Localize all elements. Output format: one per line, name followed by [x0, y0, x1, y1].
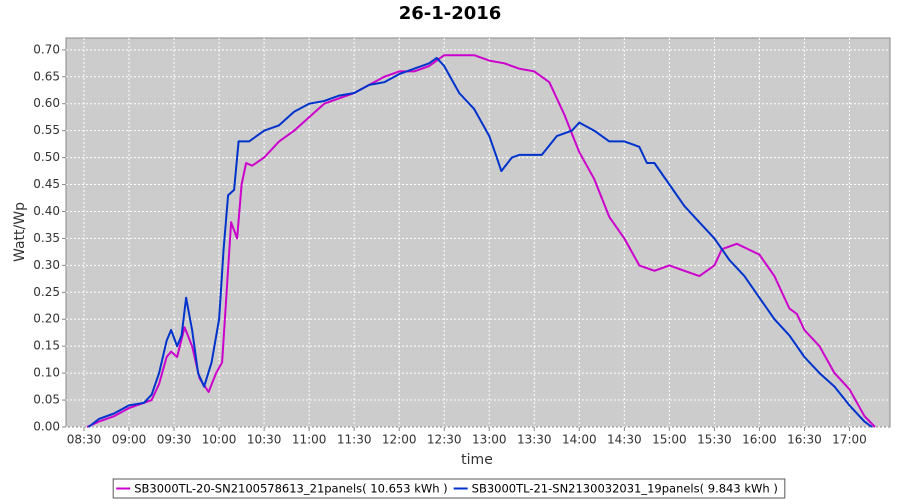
y-tick-label: 0.40	[33, 204, 60, 218]
y-tick-label: 0.45	[33, 177, 60, 191]
series-line	[86, 54, 876, 428]
y-tick-label: 0.05	[33, 393, 60, 407]
x-tick-label: 15:30	[697, 433, 732, 447]
x-tick-label: 09:00	[112, 433, 147, 447]
plot-area	[65, 37, 891, 428]
legend-box	[112, 478, 786, 499]
y-tick-label: 0.15	[33, 339, 60, 353]
x-tick-label: 11:00	[292, 433, 327, 447]
x-tick-label: 16:30	[787, 433, 822, 447]
x-tick-label: 12:30	[427, 433, 462, 447]
x-tick-label: 17:00	[832, 433, 867, 447]
x-tick-label: 09:30	[157, 433, 192, 447]
chart-title: 26-1-2016	[399, 3, 502, 24]
y-tick-label: 0.00	[33, 420, 60, 434]
series-line	[87, 56, 873, 428]
y-tick-label: 0.30	[33, 258, 60, 272]
x-axis-label: time	[461, 452, 493, 468]
x-tick-label: 14:30	[607, 433, 642, 447]
y-axis-label: Watt/Wp	[12, 202, 28, 262]
legend-label: SB3000TL-21-SN2130032031_19panels( 9.843…	[472, 482, 778, 496]
y-tick-label: 0.65	[33, 69, 60, 83]
x-tick-label: 13:00	[472, 433, 507, 447]
legend: SB3000TL-20-SN2100578613_21panels( 10.65…	[112, 478, 786, 499]
y-tick-label: 0.70	[33, 42, 60, 56]
y-tick-label: 0.20	[33, 312, 60, 326]
x-tick-label: 12:00	[382, 433, 417, 447]
x-tick-label: 10:00	[202, 433, 237, 447]
x-tick-label: 10:30	[247, 433, 282, 447]
y-tick-label: 0.35	[33, 231, 60, 245]
x-tick-label: 13:30	[517, 433, 552, 447]
y-tick-label: 0.55	[33, 123, 60, 137]
x-tick-label: 14:00	[562, 433, 597, 447]
y-tick-label: 0.60	[33, 96, 60, 110]
y-tick-label: 0.50	[33, 150, 60, 164]
x-tick-label: 16:00	[742, 433, 777, 447]
x-tick-label: 11:30	[337, 433, 372, 447]
x-tick-label: 15:00	[652, 433, 687, 447]
y-tick-label: 0.10	[33, 366, 60, 380]
x-tick-label: 08:30	[67, 433, 102, 447]
legend-label: SB3000TL-20-SN2100578613_21panels( 10.65…	[134, 482, 447, 496]
y-tick-label: 0.25	[33, 285, 60, 299]
